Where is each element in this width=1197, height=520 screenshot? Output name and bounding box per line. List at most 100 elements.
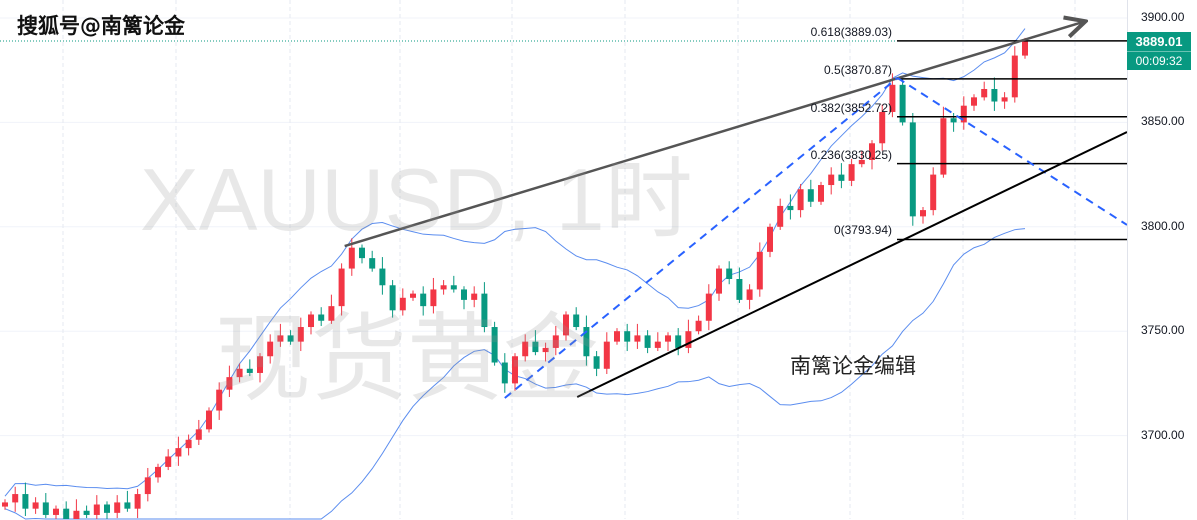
- candle-body: [552, 335, 559, 348]
- candle-body: [685, 331, 692, 348]
- price-tick-label: 3750.00: [1141, 323, 1185, 338]
- candle-body: [981, 88, 988, 98]
- candle-body: [175, 448, 182, 457]
- candle-body: [634, 335, 641, 342]
- candle-body: [450, 285, 457, 290]
- candle-body: [461, 289, 467, 300]
- candle-body: [614, 331, 620, 342]
- candle-body: [277, 335, 284, 342]
- candle-body: [899, 84, 906, 123]
- candle-body: [542, 347, 549, 353]
- current-price: 3889.01: [1127, 32, 1191, 52]
- candle-body: [308, 314, 314, 328]
- candle-body: [53, 508, 59, 515]
- candle-body: [501, 362, 508, 384]
- candle-body: [216, 389, 223, 411]
- candle-body: [920, 210, 926, 217]
- candle-body: [940, 118, 947, 175]
- candle-body: [950, 118, 957, 123]
- price-axis[interactable]: 3900.00 3850.00 3800.00 3750.00 3700.00: [1127, 0, 1197, 520]
- candle-body: [63, 508, 70, 519]
- symbol-watermark: XAUUSD, 1时: [140, 150, 693, 249]
- candle-body: [104, 504, 110, 513]
- candle-body: [42, 502, 49, 515]
- candle-body: [471, 293, 478, 300]
- candle-body: [287, 335, 294, 342]
- candle-body: [83, 510, 90, 515]
- candle-body: [787, 205, 794, 211]
- price-tick-label: 3900.00: [1141, 10, 1185, 24]
- fib-level-label: 0.618(3889.03): [810, 24, 892, 39]
- candle-body: [185, 439, 192, 449]
- candle-body: [226, 377, 233, 390]
- trendline-dashed-up: [504, 77, 899, 399]
- candle-body: [1001, 97, 1008, 102]
- candle-body: [858, 159, 865, 165]
- candle-body: [746, 289, 753, 300]
- candle-body: [848, 164, 855, 181]
- price-tick-label: 3850.00: [1141, 114, 1185, 129]
- candle-body: [318, 314, 325, 321]
- candle-body: [73, 510, 80, 519]
- candle-body: [1011, 55, 1018, 98]
- trendline-support: [576, 131, 1127, 398]
- candle-body: [389, 285, 396, 311]
- candle-body: [879, 111, 886, 144]
- candle-body: [532, 341, 539, 353]
- candle-body: [399, 297, 406, 311]
- candle-body: [726, 268, 733, 279]
- candle-body: [797, 189, 804, 211]
- candle-body: [328, 306, 335, 321]
- fib-level-label: 0.5(3870.87): [823, 62, 892, 77]
- page-title: 搜狐号@南篱论金: [17, 14, 185, 38]
- candle-body: [807, 189, 814, 202]
- candle-body: [909, 122, 916, 217]
- candle-body: [1022, 40, 1028, 56]
- candle-body: [716, 268, 722, 294]
- candle-body: [818, 185, 824, 202]
- candle-body: [338, 268, 345, 307]
- candle-body: [379, 268, 386, 286]
- candle-body: [430, 289, 437, 307]
- candle-body: [828, 174, 835, 186]
- candle-body: [359, 247, 365, 259]
- bar-countdown: 00:09:32: [1135, 54, 1183, 68]
- candle-body: [195, 429, 202, 440]
- candle-body: [369, 258, 376, 269]
- candle-body: [134, 494, 141, 509]
- candle-body: [971, 97, 977, 106]
- candle-body: [583, 327, 590, 357]
- candle-body: [155, 466, 161, 478]
- bollinger-upper-band: [4, 28, 1026, 497]
- fib-level-label: 0(3793.94): [833, 223, 892, 238]
- candle-body: [32, 502, 39, 509]
- candle-body: [114, 502, 121, 513]
- candle-body: [246, 368, 253, 373]
- editor-annotation: 南篱论金编辑: [790, 354, 916, 378]
- candle-body: [869, 143, 875, 160]
- candle-body: [573, 314, 580, 328]
- candle-body: [12, 494, 19, 503]
- current-price-label: 3889.01 00:09:32: [1127, 32, 1191, 70]
- fib-level-label: 0.382(3852.72): [810, 100, 892, 115]
- candle-body: [624, 331, 631, 342]
- candle-body: [522, 341, 529, 357]
- candle-body: [889, 84, 896, 112]
- candle-body: [777, 205, 784, 227]
- candle-body: [481, 293, 488, 328]
- candle-body: [236, 368, 243, 378]
- candle-body: [593, 356, 600, 369]
- candle-body: [654, 341, 661, 348]
- trendline-resistance-arrow: [344, 22, 1083, 248]
- candle-body: [930, 174, 937, 211]
- candle-body: [420, 293, 427, 307]
- candle-body: [838, 174, 845, 181]
- candlestick-chart[interactable]: [0, 0, 1127, 520]
- candle-body: [736, 279, 743, 300]
- candle-body: [767, 226, 773, 252]
- candle-body: [93, 504, 100, 515]
- candle-body: [124, 502, 131, 509]
- candle-body: [563, 314, 569, 336]
- candle-body: [603, 341, 610, 369]
- candle-body: [960, 105, 967, 123]
